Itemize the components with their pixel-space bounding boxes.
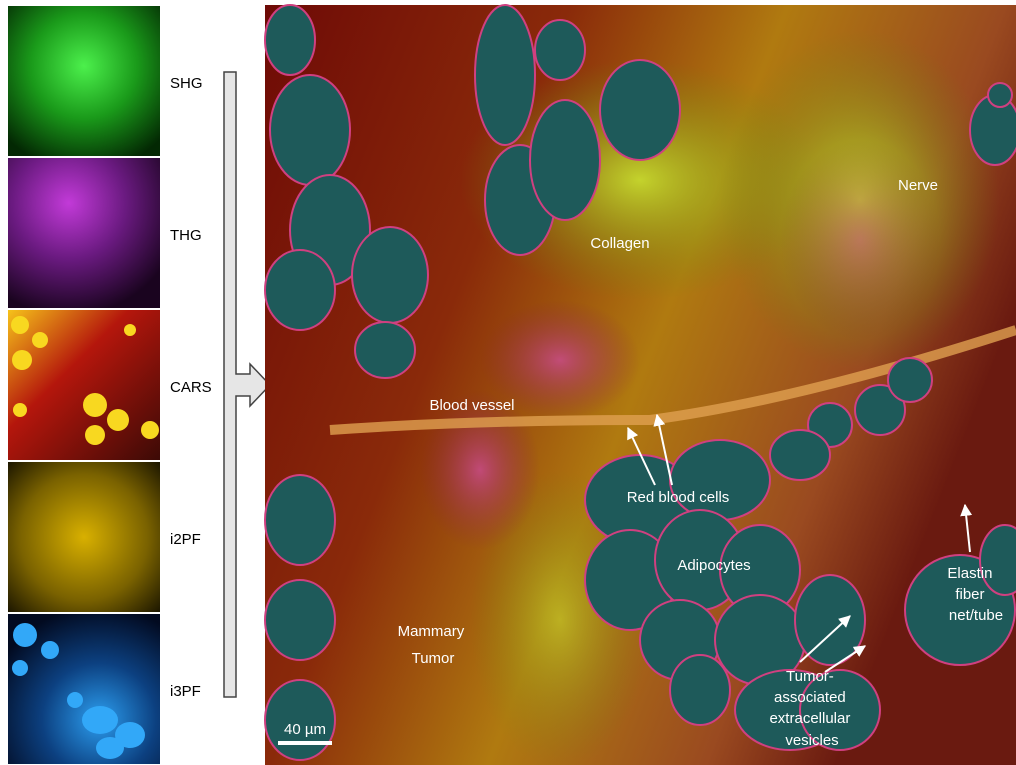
scale-bar: 40 µm xyxy=(278,721,332,745)
shg-panel xyxy=(8,6,160,156)
annotation: Nerve xyxy=(898,177,938,194)
annotations: Collagen Nerve Blood vessel Red blood ce… xyxy=(398,177,1004,749)
combine-arrow xyxy=(223,71,272,698)
annotation: Red blood cells xyxy=(627,489,730,506)
channel-label: THG xyxy=(170,227,202,244)
annotation: Collagen xyxy=(590,235,649,252)
cars-panel xyxy=(8,310,160,460)
thg-panel xyxy=(8,158,160,308)
i3pf-droplets xyxy=(12,623,145,759)
cars-droplets xyxy=(11,316,159,445)
channel-panels xyxy=(8,6,160,764)
i2pf-panel xyxy=(8,462,160,612)
annotation: Tumor- associated extracellular vesicles xyxy=(769,668,854,749)
channel-label: SHG xyxy=(170,75,203,92)
scale-bar-label: 40 µm xyxy=(284,721,326,738)
annotation: Elastin fiber net/tube xyxy=(947,565,1003,624)
annotation: Mammary Tumor xyxy=(398,623,469,667)
adipocytes xyxy=(264,4,1016,761)
channel-labels: SHG THG CARS i2PF i3PF xyxy=(170,75,212,700)
annotation-arrows xyxy=(627,413,973,673)
annotation: Adipocytes xyxy=(677,557,750,574)
channel-label: i2PF xyxy=(170,531,201,548)
channel-label: CARS xyxy=(170,379,212,396)
channel-label: i3PF xyxy=(170,683,201,700)
annotation: Blood vessel xyxy=(429,397,514,414)
composite-image: 40 µm xyxy=(264,4,1016,765)
